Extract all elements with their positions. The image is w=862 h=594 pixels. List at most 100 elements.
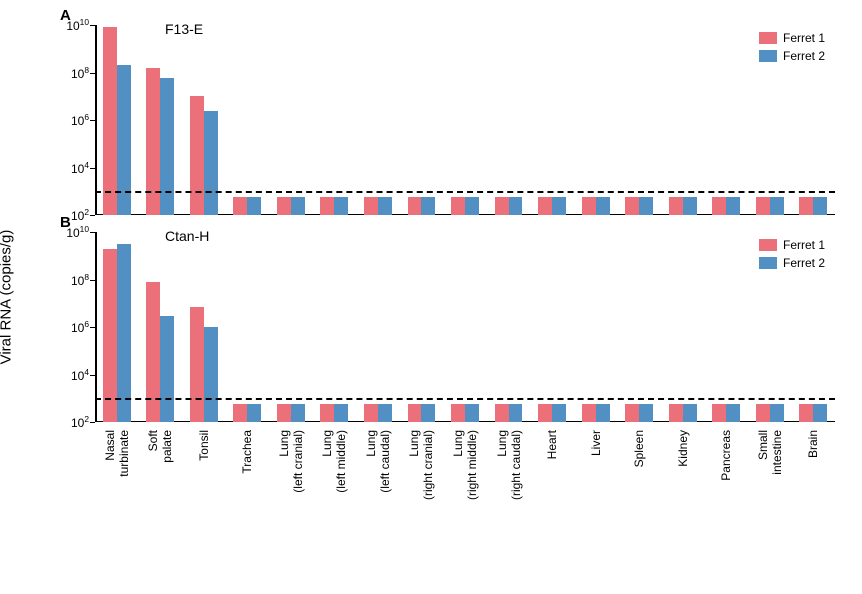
panel-B: B Ctan-H 1021041061081010 Ferret 1Ferret… (95, 232, 835, 422)
legend-label: Ferret 2 (783, 256, 825, 270)
bar (813, 404, 827, 422)
bar (451, 197, 465, 215)
bar (552, 404, 566, 422)
bar (451, 404, 465, 422)
plot-area-B: 1021041061081010 (95, 232, 835, 422)
bar (320, 197, 334, 215)
bar (204, 111, 218, 215)
y-tick-label: 106 (71, 319, 95, 335)
bar (291, 404, 305, 422)
bar (712, 197, 726, 215)
bar (364, 404, 378, 422)
detection-limit-line (95, 398, 835, 400)
x-tick-label: Spleen (632, 430, 646, 467)
y-tick-label: 1010 (66, 17, 95, 33)
bar (726, 404, 740, 422)
bar (712, 404, 726, 422)
y-tick-label: 106 (71, 112, 95, 128)
legend-item: Ferret 2 (759, 256, 825, 270)
bar (190, 307, 204, 422)
panel-A: A F13-E 1021041061081010 Ferret 1Ferret … (95, 25, 835, 215)
bar (103, 27, 117, 215)
y-tick-label: 102 (71, 207, 95, 223)
x-tick-label: Lung(left cranial) (277, 430, 305, 493)
legend-item: Ferret 1 (759, 31, 825, 45)
bar (813, 197, 827, 215)
bar (160, 78, 174, 215)
bar (146, 282, 160, 422)
bar (596, 197, 610, 215)
bar (552, 197, 566, 215)
x-tick-label: Lung(right middle) (451, 430, 479, 500)
x-axis-labels: NasalturbinateSoftpalateTonsilTracheaLun… (95, 424, 835, 584)
bar (233, 404, 247, 422)
bar (495, 197, 509, 215)
x-tick-label: Lung(right cranial) (407, 430, 435, 500)
bar (538, 197, 552, 215)
y-tick-label: 104 (71, 367, 95, 383)
bar (421, 404, 435, 422)
bar (582, 197, 596, 215)
y-tick-label: 108 (71, 272, 95, 288)
bar (103, 249, 117, 422)
bar (509, 197, 523, 215)
x-tick-label: Kidney (676, 430, 690, 467)
bar (465, 197, 479, 215)
plot-area-A: 1021041061081010 (95, 25, 835, 215)
bar (364, 197, 378, 215)
bar (160, 316, 174, 422)
bar (204, 327, 218, 422)
y-tick-label: 108 (71, 65, 95, 81)
bar (320, 404, 334, 422)
x-tick-label: Brain (806, 430, 820, 458)
bar (378, 197, 392, 215)
bar (277, 404, 291, 422)
bar (421, 197, 435, 215)
bar (669, 197, 683, 215)
bar (639, 197, 653, 215)
bar (799, 404, 813, 422)
legend-label: Ferret 1 (783, 31, 825, 45)
legend-item: Ferret 1 (759, 238, 825, 252)
viral-rna-figure: Viral RNA (copies/g) A F13-E 10210410610… (0, 0, 862, 594)
bar (669, 404, 683, 422)
legend-swatch (759, 32, 777, 44)
x-tick-label: Tonsil (197, 430, 211, 461)
x-tick-label: Lung(left caudal) (364, 430, 392, 493)
x-tick-label: Liver (589, 430, 603, 456)
legend-B: Ferret 1 Ferret 2 (759, 238, 825, 274)
x-tick-label: Smallintestine (756, 430, 784, 475)
bar (495, 404, 509, 422)
bar (334, 404, 348, 422)
bar (639, 404, 653, 422)
bar (726, 197, 740, 215)
bar (625, 404, 639, 422)
bar (247, 197, 261, 215)
bar (408, 197, 422, 215)
legend-swatch (759, 50, 777, 62)
bar (799, 197, 813, 215)
legend-A: Ferret 1 Ferret 2 (759, 31, 825, 67)
legend-label: Ferret 1 (783, 238, 825, 252)
x-tick-label: Lung(left middle) (320, 430, 348, 493)
bar (408, 404, 422, 422)
bar (538, 404, 552, 422)
detection-limit-line (95, 191, 835, 193)
x-tick-label: Trachea (240, 430, 254, 474)
y-tick-label: 1010 (66, 224, 95, 240)
bar (756, 197, 770, 215)
bar (465, 404, 479, 422)
bar (770, 404, 784, 422)
y-tick-label: 102 (71, 414, 95, 430)
y-axis-line (95, 25, 97, 215)
bar (378, 404, 392, 422)
x-tick-label: Lung(right caudal) (495, 430, 523, 500)
bar (233, 197, 247, 215)
bar (770, 197, 784, 215)
bar (756, 404, 770, 422)
bar (625, 197, 639, 215)
y-axis-line (95, 232, 97, 422)
bar (190, 96, 204, 215)
x-tick-label: Softpalate (146, 430, 174, 463)
legend-label: Ferret 2 (783, 49, 825, 63)
